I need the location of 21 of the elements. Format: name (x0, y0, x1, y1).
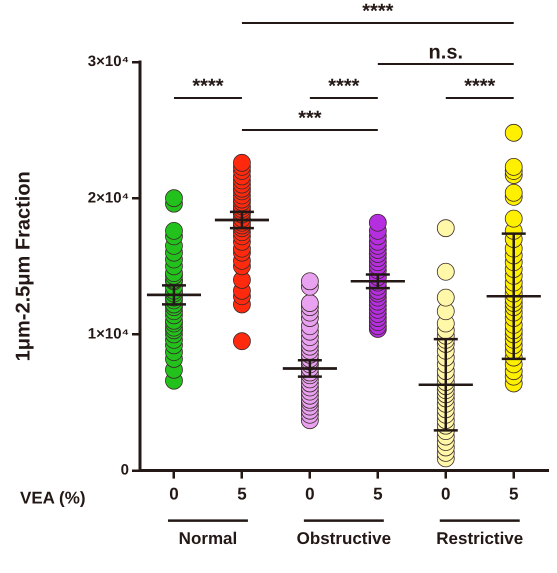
text: **** (362, 0, 394, 23)
annotation: *** (298, 108, 322, 130)
annotation: **** (192, 76, 224, 98)
x-tick-label: 0 (441, 484, 451, 504)
y-tick-label: 3×10⁴ (88, 53, 129, 70)
annotation: **** (328, 76, 360, 98)
annotation: n.s. (428, 42, 463, 64)
text: Normal (178, 528, 238, 548)
x-tick-label: 5 (508, 484, 518, 504)
y-tick-label: 0 (120, 462, 129, 479)
x-tick-label: 5 (237, 484, 247, 504)
y-tick-label: 1×10⁴ (88, 326, 129, 343)
x-tick-label: 5 (373, 484, 383, 504)
x-tick-label: 0 (169, 484, 179, 504)
y-tick-label: 2×10⁴ (88, 189, 129, 206)
x-axis-title: VEA (%) (20, 488, 86, 508)
y-axis-title: 1μm-2.5μm Fraction (12, 171, 35, 362)
annotation: **** (464, 76, 496, 98)
x-tick-label: 0 (305, 484, 315, 504)
text: Obstructive (296, 528, 392, 548)
text: Restrictive (436, 528, 524, 548)
